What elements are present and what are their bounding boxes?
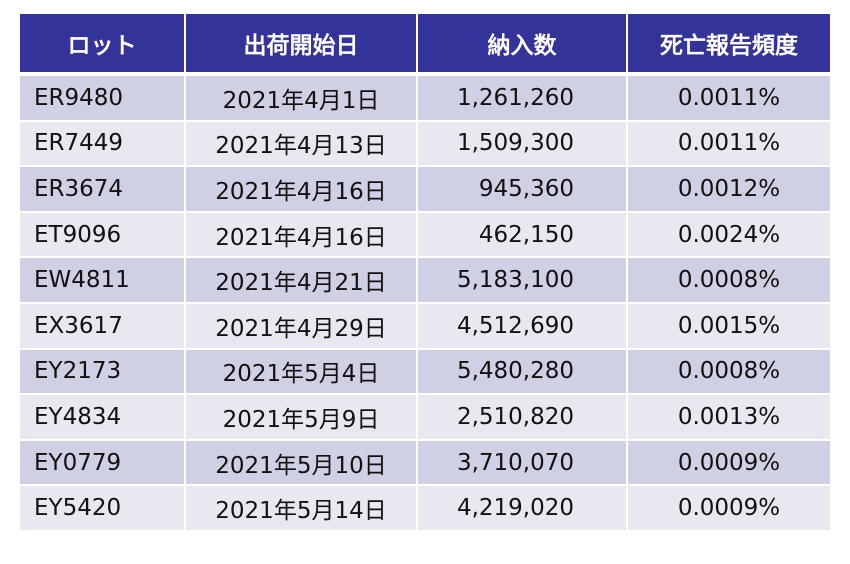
cell-ship-date: 2021年5月4日: [186, 349, 418, 396]
cell-quantity: 1,509,300: [418, 121, 628, 168]
cell-ship-date: 2021年4月1日: [186, 76, 418, 122]
cell-lot: ER9480: [20, 76, 186, 122]
cell-lot: EY2173: [20, 349, 186, 396]
table-row: ET9096 2021年4月16日 462,150 0.0024%: [20, 212, 830, 259]
header-ship-date: 出荷開始日: [186, 14, 418, 76]
table-row: EX3617 2021年4月29日 4,512,690 0.0015%: [20, 303, 830, 350]
cell-ship-date: 2021年4月16日: [186, 167, 418, 213]
lot-table: ロット 出荷開始日 納入数 死亡報告頻度 ER9480 2021年4月1日 1,…: [20, 14, 830, 532]
cell-quantity: 4,219,020: [418, 486, 628, 532]
cell-death-rate: 0.0009%: [628, 440, 830, 487]
header-death-rate: 死亡報告頻度: [628, 14, 830, 76]
cell-lot: EY0779: [20, 440, 186, 487]
cell-quantity: 2,510,820: [418, 395, 628, 441]
cell-quantity: 462,150: [418, 212, 628, 259]
table-row: EY2173 2021年5月4日 5,480,280 0.0008%: [20, 349, 830, 396]
cell-ship-date: 2021年5月14日: [186, 486, 418, 532]
header-row: ロット 出荷開始日 納入数 死亡報告頻度: [20, 14, 830, 76]
cell-death-rate: 0.0011%: [628, 76, 830, 122]
cell-lot: ET9096: [20, 212, 186, 259]
table-body: ER9480 2021年4月1日 1,261,260 0.0011% ER744…: [20, 76, 830, 532]
cell-quantity: 1,261,260: [418, 76, 628, 122]
cell-lot: ER7449: [20, 121, 186, 168]
table-row: EY5420 2021年5月14日 4,219,020 0.0009%: [20, 486, 830, 532]
cell-death-rate: 0.0024%: [628, 212, 830, 259]
header-quantity: 納入数: [418, 14, 628, 76]
cell-death-rate: 0.0015%: [628, 303, 830, 350]
cell-ship-date: 2021年5月10日: [186, 440, 418, 487]
cell-death-rate: 0.0012%: [628, 167, 830, 213]
cell-death-rate: 0.0009%: [628, 486, 830, 532]
table-row: ER9480 2021年4月1日 1,261,260 0.0011%: [20, 76, 830, 122]
table-row: ER3674 2021年4月16日 945,360 0.0012%: [20, 167, 830, 213]
cell-quantity: 5,480,280: [418, 349, 628, 396]
table-row: EY4834 2021年5月9日 2,510,820 0.0013%: [20, 395, 830, 441]
cell-quantity: 945,360: [418, 167, 628, 213]
cell-ship-date: 2021年4月16日: [186, 212, 418, 259]
table-row: ER7449 2021年4月13日 1,509,300 0.0011%: [20, 121, 830, 168]
cell-death-rate: 0.0013%: [628, 395, 830, 441]
cell-quantity: 4,512,690: [418, 303, 628, 350]
cell-lot: EX3617: [20, 303, 186, 350]
cell-lot: EY4834: [20, 395, 186, 441]
cell-ship-date: 2021年4月21日: [186, 258, 418, 304]
table-row: EW4811 2021年4月21日 5,183,100 0.0008%: [20, 258, 830, 304]
table-header: ロット 出荷開始日 納入数 死亡報告頻度: [20, 14, 830, 76]
cell-lot: EY5420: [20, 486, 186, 532]
cell-ship-date: 2021年4月29日: [186, 303, 418, 350]
cell-ship-date: 2021年4月13日: [186, 121, 418, 168]
table-row: EY0779 2021年5月10日 3,710,070 0.0009%: [20, 440, 830, 487]
cell-lot: EW4811: [20, 258, 186, 304]
cell-death-rate: 0.0011%: [628, 121, 830, 168]
cell-lot: ER3674: [20, 167, 186, 213]
header-lot: ロット: [20, 14, 186, 76]
cell-ship-date: 2021年5月9日: [186, 395, 418, 441]
cell-quantity: 3,710,070: [418, 440, 628, 487]
cell-death-rate: 0.0008%: [628, 349, 830, 396]
cell-death-rate: 0.0008%: [628, 258, 830, 304]
cell-quantity: 5,183,100: [418, 258, 628, 304]
